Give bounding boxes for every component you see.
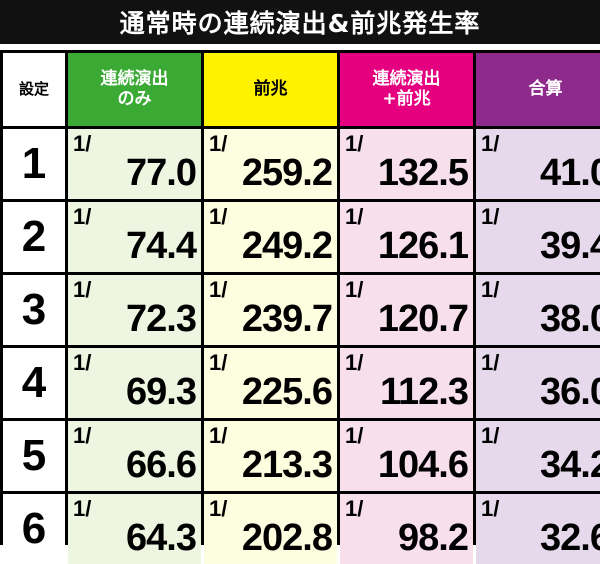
rate-table: 設定 連続演出 のみ 前兆 連続演出 +前兆 合算 1 1/77.0 1/259.2 1/132… <box>0 50 600 564</box>
setting-cell: 2 <box>3 202 65 272</box>
rate-value: 34.2 <box>540 444 600 486</box>
rate-cell: 1/104.6 <box>340 421 473 491</box>
title-bar: 通常時の連続演出&前兆発生率 <box>0 0 600 44</box>
fraction-prefix: 1/ <box>209 423 228 448</box>
rate-value: 69.3 <box>126 371 197 413</box>
rate-cell: 1/72.3 <box>68 275 201 345</box>
setting-cell: 3 <box>3 275 65 345</box>
rate-cell: 1/239.7 <box>204 275 337 345</box>
rate-cell: 1/120.7 <box>340 275 473 345</box>
rate-value: 259.2 <box>241 152 333 194</box>
rate-value: 98.2 <box>398 517 469 559</box>
rate-value: 120.7 <box>377 298 469 340</box>
fraction-prefix: 1/ <box>209 131 228 156</box>
rate-cell: 1/66.6 <box>68 421 201 491</box>
rate-cell: 1/69.3 <box>68 348 201 418</box>
fraction-prefix: 1/ <box>73 423 92 448</box>
rate-cell: 1/259.2 <box>204 129 337 199</box>
rate-value: 66.6 <box>126 444 197 486</box>
fraction-prefix: 1/ <box>209 350 228 375</box>
rate-value: 112.3 <box>380 371 469 413</box>
rate-cell: 1/112.3 <box>340 348 473 418</box>
fraction-prefix: 1/ <box>209 496 228 521</box>
fraction-prefix: 1/ <box>345 350 364 375</box>
rate-cell: 1/213.3 <box>204 421 337 491</box>
rate-cell: 1/126.1 <box>340 202 473 272</box>
fraction-prefix: 1/ <box>73 350 92 375</box>
rate-cell: 1/38.0 <box>476 275 600 345</box>
fraction-prefix: 1/ <box>481 350 500 375</box>
fraction-prefix: 1/ <box>73 131 92 156</box>
rate-cell: 1/77.0 <box>68 129 201 199</box>
rate-cell: 1/32.6 <box>476 494 600 564</box>
fraction-prefix: 1/ <box>481 131 500 156</box>
rate-cell: 1/36.0 <box>476 348 600 418</box>
rate-cell: 1/225.6 <box>204 348 337 418</box>
rate-value: 239.7 <box>241 298 333 340</box>
rate-value: 77.0 <box>126 152 197 194</box>
rate-cell: 1/98.2 <box>340 494 473 564</box>
setting-cell: 4 <box>3 348 65 418</box>
rate-cell: 1/34.2 <box>476 421 600 491</box>
fraction-prefix: 1/ <box>73 277 92 302</box>
rate-value: 213.3 <box>241 444 333 486</box>
fraction-prefix: 1/ <box>345 204 364 229</box>
fraction-prefix: 1/ <box>73 496 92 521</box>
fraction-prefix: 1/ <box>481 496 500 521</box>
rate-value: 104.6 <box>377 444 469 486</box>
header-cell: 連続演出 +前兆 <box>340 53 473 126</box>
rate-value: 74.4 <box>126 225 197 267</box>
fraction-prefix: 1/ <box>481 204 500 229</box>
fraction-prefix: 1/ <box>73 204 92 229</box>
fraction-prefix: 1/ <box>345 496 364 521</box>
fraction-prefix: 1/ <box>209 204 228 229</box>
setting-cell: 5 <box>3 421 65 491</box>
rate-value: 72.3 <box>126 298 197 340</box>
rate-value: 38.0 <box>540 298 600 340</box>
rate-cell: 1/132.5 <box>340 129 473 199</box>
setting-cell: 6 <box>3 494 65 564</box>
rate-cell: 1/74.4 <box>68 202 201 272</box>
rate-cell: 1/39.4 <box>476 202 600 272</box>
header-cell: 設定 <box>3 53 65 126</box>
rate-value: 202.8 <box>241 517 333 559</box>
setting-cell: 1 <box>3 129 65 199</box>
rate-value: 41.0 <box>540 152 600 194</box>
fraction-prefix: 1/ <box>481 423 500 448</box>
header-cell: 前兆 <box>204 53 337 126</box>
fraction-prefix: 1/ <box>345 277 364 302</box>
rate-value: 249.2 <box>241 225 333 267</box>
header-cell: 合算 <box>476 53 600 126</box>
rate-value: 225.6 <box>241 371 333 413</box>
fraction-prefix: 1/ <box>209 277 228 302</box>
rate-value: 132.5 <box>377 152 469 194</box>
rate-value: 32.6 <box>540 517 600 559</box>
rate-cell: 1/41.0 <box>476 129 600 199</box>
rate-value: 39.4 <box>540 225 600 267</box>
fraction-prefix: 1/ <box>345 131 364 156</box>
fraction-prefix: 1/ <box>345 423 364 448</box>
rate-value: 36.0 <box>540 371 600 413</box>
rate-value: 126.1 <box>377 225 469 267</box>
rate-cell: 1/202.8 <box>204 494 337 564</box>
rate-cell: 1/64.3 <box>68 494 201 564</box>
header-cell: 連続演出 のみ <box>68 53 201 126</box>
fraction-prefix: 1/ <box>481 277 500 302</box>
rate-cell: 1/249.2 <box>204 202 337 272</box>
rate-value: 64.3 <box>126 517 197 559</box>
